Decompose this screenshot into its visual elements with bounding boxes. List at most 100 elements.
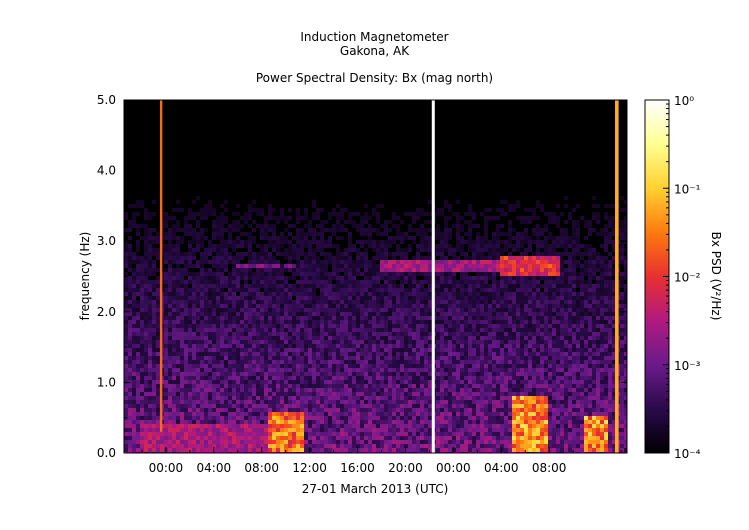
heatmap-cell: [408, 404, 412, 408]
heatmap-cell: [192, 256, 196, 260]
heatmap-cell: [312, 200, 316, 204]
heatmap-cell: [472, 368, 476, 372]
heatmap-cell: [376, 368, 380, 372]
heatmap-cell: [240, 360, 244, 364]
heatmap-cell: [180, 240, 184, 244]
heatmap-cell: [124, 296, 128, 300]
heatmap-cell: [232, 420, 236, 424]
heatmap-cell: [324, 412, 328, 416]
heatmap-cell: [220, 428, 224, 432]
heatmap-cell: [212, 220, 216, 224]
heatmap-cell: [308, 404, 312, 408]
heatmap-cell: [248, 384, 252, 388]
heatmap-cell: [228, 252, 232, 256]
heatmap-cell: [300, 280, 304, 284]
heatmap-cell: [264, 392, 268, 396]
heatmap-cell: [220, 264, 224, 268]
heatmap-cell: [224, 444, 228, 448]
heatmap-cell: [352, 288, 356, 292]
heatmap-cell: [212, 424, 216, 428]
heatmap-cell: [424, 288, 428, 292]
heatmap-cell: [168, 300, 172, 304]
heatmap-cell: [288, 412, 292, 416]
heatmap-cell: [300, 400, 304, 404]
heatmap-cell: [308, 240, 312, 244]
heatmap-cell: [176, 396, 180, 400]
heatmap-cell: [232, 408, 236, 412]
heatmap-cell: [168, 420, 172, 424]
heatmap-cell: [324, 328, 328, 332]
heatmap-cell: [340, 292, 344, 296]
heatmap-cell: [416, 348, 420, 352]
heatmap-cell: [176, 348, 180, 352]
heatmap-cell: [276, 400, 280, 404]
heatmap-cell: [264, 216, 268, 220]
heatmap-cell: [140, 272, 144, 276]
heatmap-cell: [268, 304, 272, 308]
heatmap-cell: [328, 400, 332, 404]
heatmap-cell: [352, 328, 356, 332]
heatmap-cell: [156, 400, 160, 404]
heatmap-cell: [412, 348, 416, 352]
heatmap-cell: [248, 356, 252, 360]
heatmap-cell: [216, 248, 220, 252]
heatmap-cell: [144, 272, 148, 276]
heatmap-cell: [312, 424, 316, 428]
heatmap-cell: [316, 304, 320, 308]
heatmap-cell: [328, 340, 332, 344]
heatmap-cell: [344, 276, 348, 280]
heatmap-cell: [460, 336, 464, 340]
heatmap-cell: [368, 432, 372, 436]
heatmap-cell: [260, 236, 264, 240]
heatmap-cell: [228, 440, 232, 444]
heatmap-cell: [436, 264, 440, 268]
heatmap-cell: [364, 436, 368, 440]
heatmap-cell: [344, 376, 348, 380]
heatmap-cell: [436, 280, 440, 284]
heatmap-cell: [200, 288, 204, 292]
heatmap-cell: [292, 440, 296, 444]
heatmap-cell: [340, 412, 344, 416]
heatmap-cell: [220, 380, 224, 384]
heatmap-cell: [320, 248, 324, 252]
heatmap-cell: [416, 424, 420, 428]
heatmap-cell: [268, 356, 272, 360]
heatmap-cell: [248, 372, 252, 376]
heatmap-cell: [244, 356, 248, 360]
heatmap-cell: [184, 280, 188, 284]
heatmap-cell: [416, 324, 420, 328]
heatmap-cell: [152, 236, 156, 240]
heatmap-cell: [376, 296, 380, 300]
heatmap-cell: [136, 264, 140, 268]
heatmap-cell: [284, 348, 288, 352]
heatmap-cell: [448, 436, 452, 440]
heatmap-cell: [192, 396, 196, 400]
heatmap-cell: [328, 328, 332, 332]
heatmap-cell: [400, 360, 404, 364]
heatmap-cell: [164, 384, 168, 388]
heatmap-cell: [128, 316, 132, 320]
heatmap-cell: [144, 312, 148, 316]
heatmap-cell: [264, 232, 268, 236]
heatmap-cell: [176, 412, 180, 416]
heatmap-cell: [384, 288, 388, 292]
heatmap-cell: [412, 392, 416, 396]
heatmap-cell: [396, 244, 400, 248]
heatmap-cell: [384, 300, 388, 304]
heatmap-cell: [168, 432, 172, 436]
heatmap-cell: [408, 308, 412, 312]
heatmap-cell: [212, 332, 216, 336]
heatmap-cell: [372, 272, 376, 276]
heatmap-cell: [328, 336, 332, 340]
heatmap-cell: [176, 228, 180, 232]
heatmap-cell: [204, 248, 208, 252]
heatmap-cell: [280, 244, 284, 248]
heatmap-cell: [436, 312, 440, 316]
heatmap-cell: [380, 316, 384, 320]
heatmap-cell: [152, 412, 156, 416]
heatmap-cell: [452, 224, 456, 228]
heatmap-cell: [312, 440, 316, 444]
heatmap-cell: [420, 448, 424, 452]
heatmap-cell: [132, 344, 136, 348]
heatmap-cell: [468, 352, 472, 356]
